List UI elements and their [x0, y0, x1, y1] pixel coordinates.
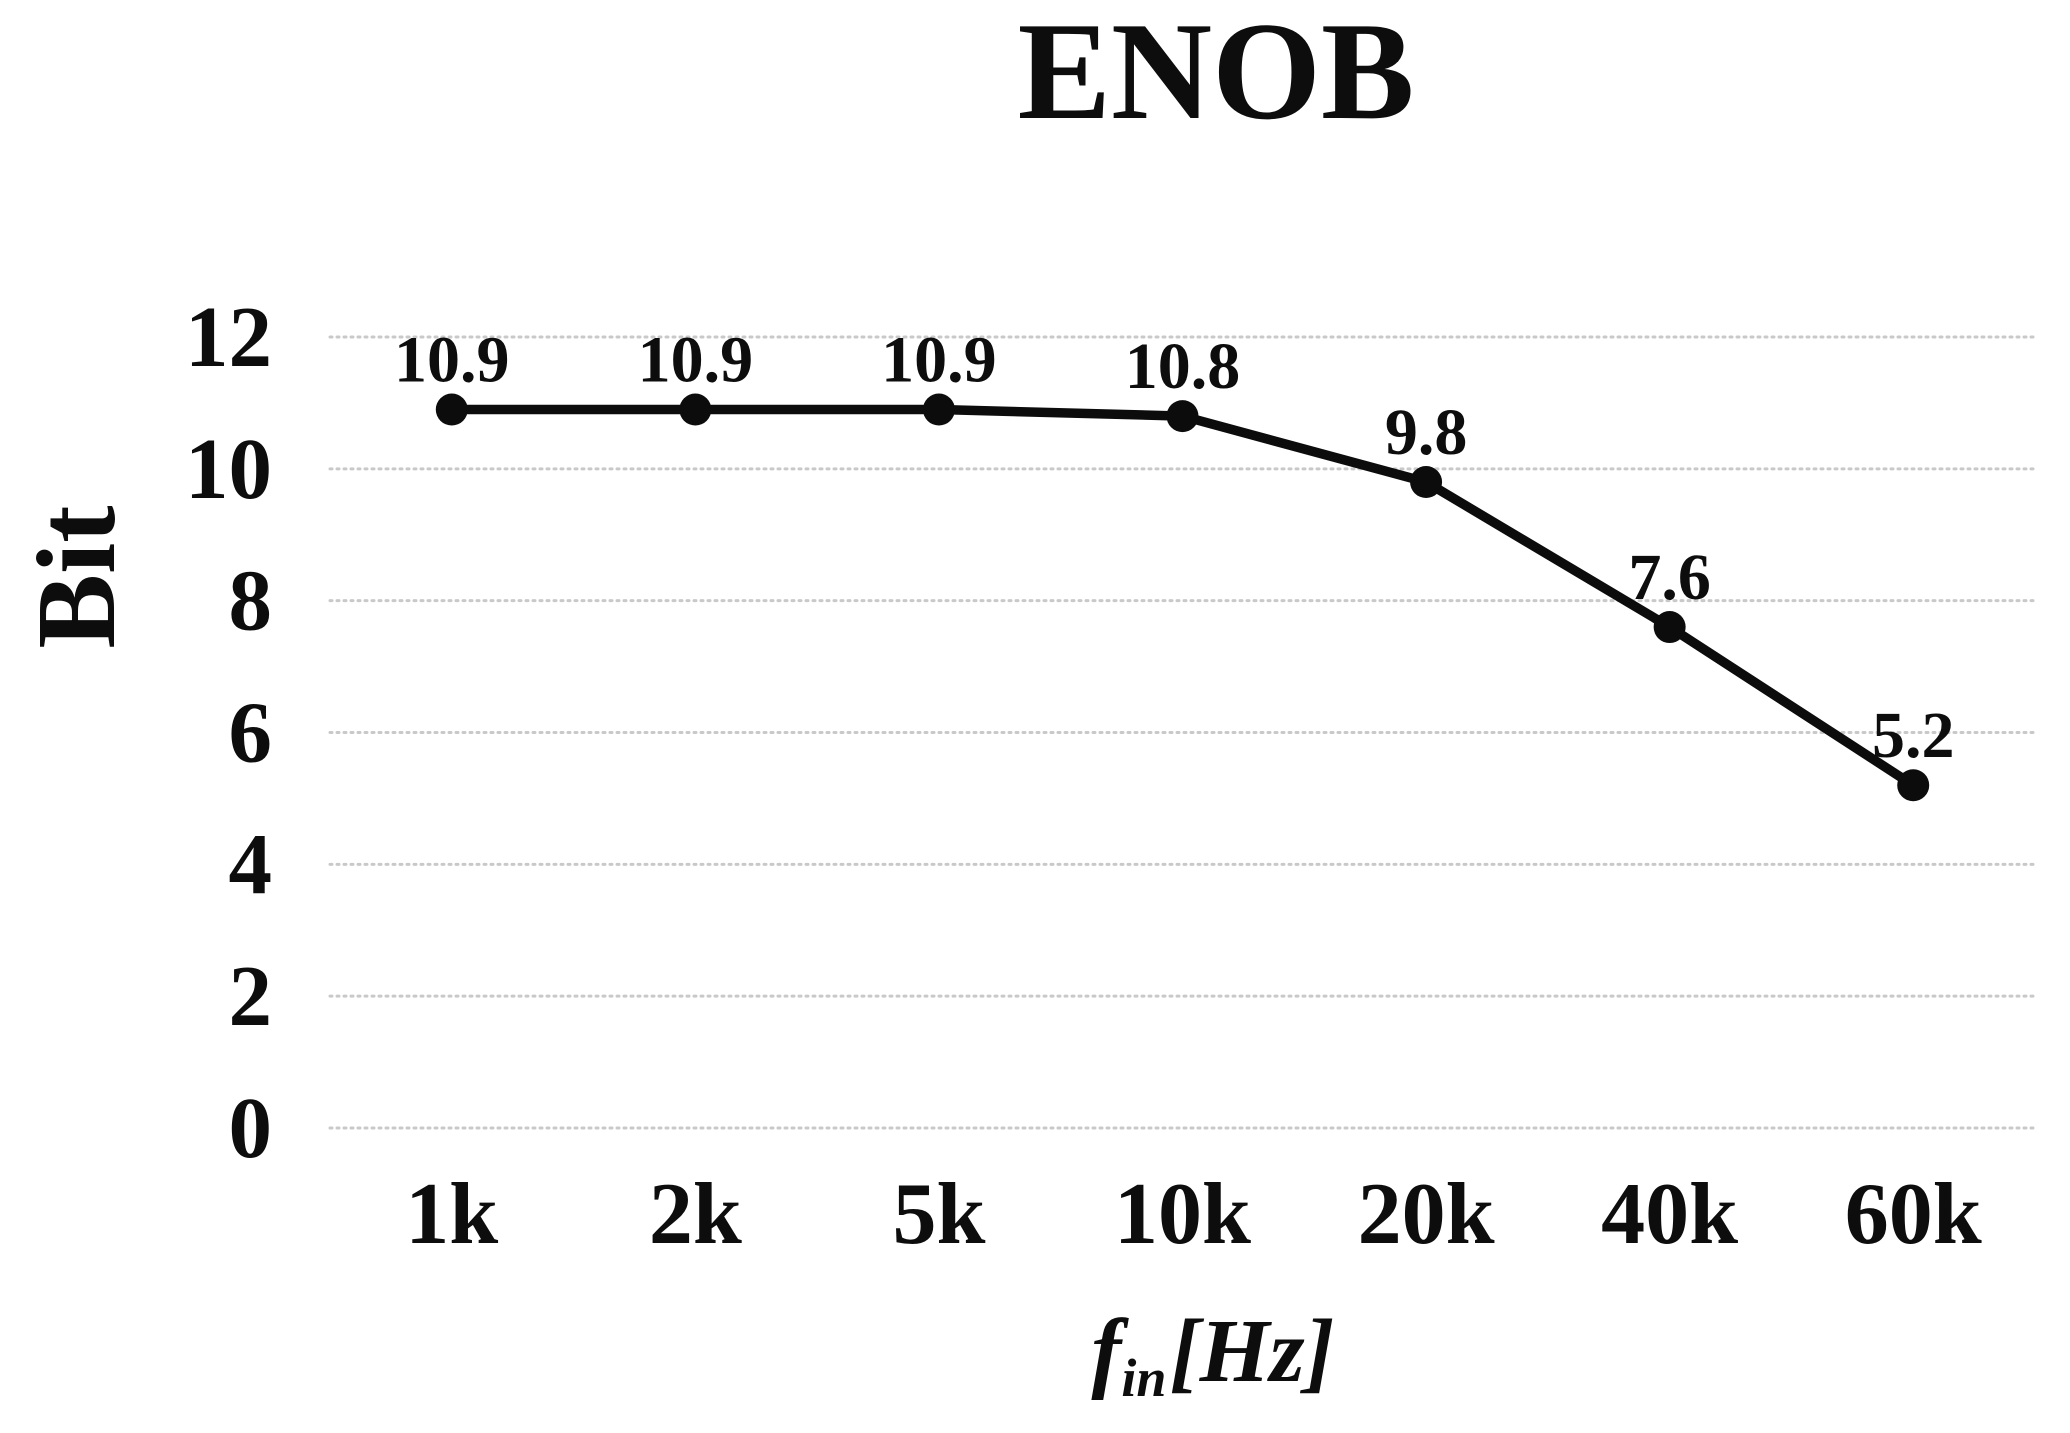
x-tick-label: 40k	[1601, 1166, 1738, 1263]
y-tick-label: 10	[185, 420, 272, 517]
y-tick-label: 4	[229, 815, 273, 912]
y-tick-label: 12	[185, 288, 272, 385]
y-tick-label: 0	[229, 1079, 273, 1176]
data-label: 10.9	[638, 324, 754, 397]
x-tick-label: 10k	[1114, 1166, 1251, 1263]
data-label: 5.2	[1872, 699, 1955, 772]
chart-title: ENOB	[1017, 0, 1415, 149]
x-axis-title: fin[Hz]	[1091, 1307, 1334, 1406]
x-tick-label: 2k	[649, 1166, 742, 1263]
data-label: 10.9	[881, 324, 997, 397]
data-point	[922, 393, 955, 426]
x-axis-title-subscript: in	[1121, 1348, 1167, 1409]
data-label: 10.9	[394, 324, 510, 397]
data-label: 9.8	[1385, 396, 1468, 469]
x-tick-label: 20k	[1358, 1166, 1495, 1263]
y-tick-label: 8	[229, 552, 273, 649]
data-label: 7.6	[1628, 541, 1711, 614]
x-axis-title-unit: [Hz]	[1169, 1302, 1335, 1401]
data-point	[1410, 466, 1443, 499]
data-point	[679, 393, 712, 426]
data-label: 10.8	[1125, 330, 1241, 403]
data-point	[1653, 611, 1686, 644]
x-tick-label: 5k	[892, 1166, 985, 1263]
data-point	[435, 393, 468, 426]
data-point	[1166, 400, 1199, 433]
x-tick-label: 1k	[405, 1166, 498, 1263]
x-axis-title-base: f	[1091, 1302, 1122, 1401]
y-tick-label: 6	[229, 684, 273, 781]
y-tick-label: 2	[229, 947, 273, 1044]
data-point	[1897, 769, 1930, 802]
x-tick-label: 60k	[1845, 1166, 1982, 1263]
